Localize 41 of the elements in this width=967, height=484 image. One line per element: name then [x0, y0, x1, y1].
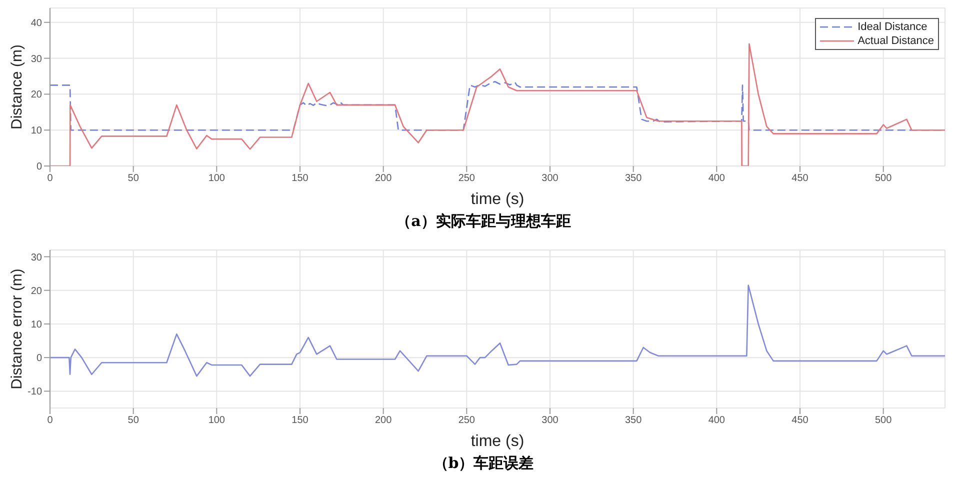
- x-tick-label: 100: [208, 173, 226, 184]
- x-tick-label: 350: [624, 415, 642, 426]
- x-tick-label: 200: [374, 415, 392, 426]
- x-tick-label: 300: [542, 415, 559, 426]
- x-tick-label: 0: [47, 415, 54, 426]
- x-tick-label: 200: [374, 173, 392, 184]
- line-series: [50, 284, 945, 377]
- x-tick-label: 250: [458, 415, 476, 426]
- x-tick-label: 50: [128, 415, 140, 426]
- x-tick-label: 150: [292, 415, 309, 426]
- legend-label: Ideal Distance: [858, 20, 928, 34]
- y-tick-label: -10: [28, 386, 42, 398]
- y-tick-label: 30: [30, 252, 42, 264]
- text: （b）车距误差: [432, 454, 535, 473]
- y-axis-title: Distance (m): [8, 44, 26, 130]
- y-tick-label: 40: [30, 18, 42, 29]
- y-tick-label: 20: [30, 90, 42, 101]
- x-axis-title: time (s): [470, 433, 524, 450]
- y-tick-label: 20: [30, 286, 42, 297]
- x-tick-label: 400: [708, 415, 726, 426]
- y-tick-label: 0: [36, 353, 42, 364]
- x-tick-label: 450: [792, 415, 809, 426]
- x-tick-label: 450: [792, 173, 809, 184]
- x-tick-label: 50: [128, 173, 140, 184]
- y-tick-label: 30: [30, 54, 42, 65]
- x-tick-label: 500: [874, 173, 892, 184]
- y-tick-label: 0: [36, 162, 42, 173]
- x-tick-label: 100: [208, 415, 226, 426]
- x-tick-label: 350: [624, 173, 642, 184]
- x-tick-label: 0: [47, 173, 54, 184]
- y-axis-title: Distance error (m): [8, 268, 26, 390]
- y-tick-label: 10: [30, 126, 42, 137]
- x-tick-label: 250: [458, 173, 476, 184]
- text: （a）实际车距与理想车距: [395, 212, 572, 231]
- x-tick-label: 400: [708, 173, 726, 184]
- legend-label: Actual Distance: [858, 34, 934, 48]
- y-tick-label: 10: [30, 320, 42, 331]
- x-tick-label: 150: [292, 173, 309, 184]
- x-tick-label: 500: [874, 415, 892, 426]
- x-axis-title: time (s): [470, 191, 524, 208]
- x-tick-label: 300: [542, 173, 559, 184]
